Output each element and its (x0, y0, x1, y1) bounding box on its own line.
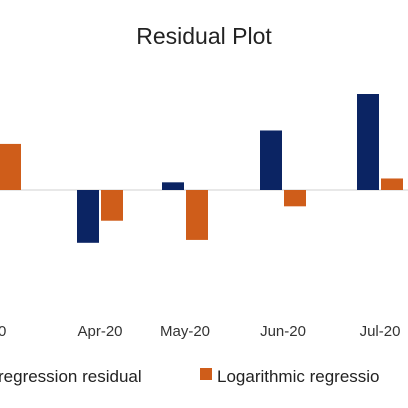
bar-regression-residual-jul-20 (357, 94, 379, 190)
x-tick-mar-20: 20 (0, 323, 6, 340)
x-tick-jul-20: Jul-20 (360, 323, 401, 340)
x-tick-jun-20: Jun-20 (260, 323, 306, 340)
bar-logarithmic-apr-20 (101, 190, 123, 221)
bar-regression-residual-apr-20 (77, 190, 99, 243)
chart-title: Residual Plot (136, 23, 272, 49)
legend-label-regression-residual: regression residual (0, 367, 142, 386)
legend-label-logarithmic: Logarithmic regressio (217, 367, 380, 386)
bar-logarithmic-mar-20 (0, 143, 21, 190)
x-tick-may-20: May-20 (160, 323, 210, 340)
bar-logarithmic-jul-20 (381, 178, 403, 190)
bar-regression-residual-jun-20 (260, 130, 282, 190)
bar-regression-residual-may-20 (162, 182, 184, 190)
legend-swatch-logarithmic (200, 368, 212, 380)
x-tick-apr-20: Apr-20 (77, 323, 122, 340)
bars-group (0, 94, 403, 243)
legend: regression residual Logarithmic regressi… (0, 367, 380, 386)
bar-logarithmic-jun-20 (284, 190, 306, 207)
x-axis-tick-labels: 20 Apr-20 May-20 Jun-20 Jul-20 (0, 323, 400, 340)
bar-logarithmic-may-20 (186, 190, 208, 240)
